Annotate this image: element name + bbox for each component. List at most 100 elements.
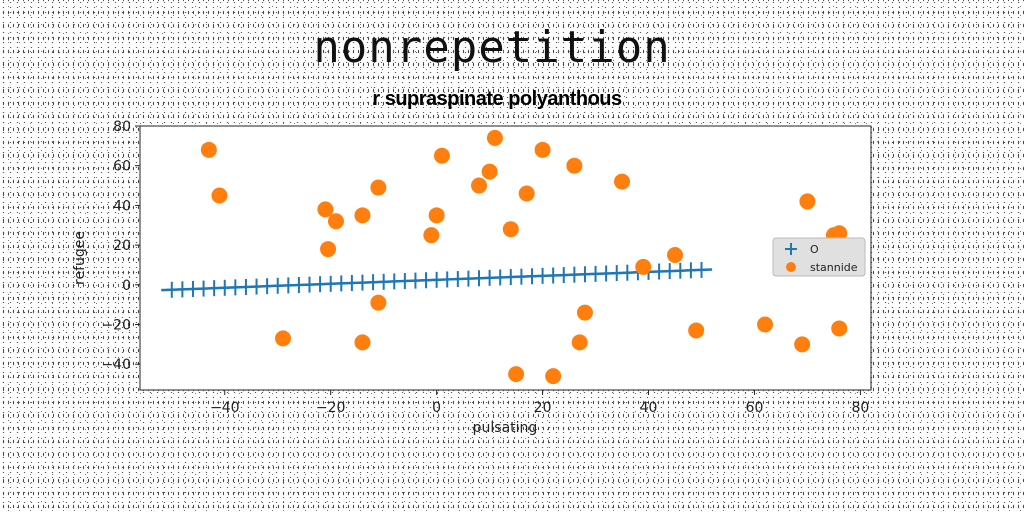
series-stannide-point (200, 141, 217, 158)
series-o-point (442, 271, 453, 288)
y-tick-label: −40 (101, 357, 131, 373)
series-o-point (346, 275, 357, 292)
series-stannide-point (667, 247, 684, 264)
page-title: nonrepetition (313, 22, 671, 73)
series-o-point (463, 270, 474, 287)
series-stannide-point (757, 316, 774, 333)
series-o-point (357, 274, 368, 291)
series-o-point (421, 272, 432, 289)
series-stannide-point (799, 193, 816, 210)
x-tick-label: 80 (851, 400, 869, 416)
x-axis: −40 −20 0 20 40 60 80 (210, 390, 869, 416)
y-axis-label: refugee (72, 231, 88, 285)
series-o-point (484, 269, 495, 286)
series-stannide-point (831, 225, 848, 242)
series-stannide-point (433, 147, 450, 164)
series-stannide-point (275, 330, 292, 347)
series-o-point (622, 264, 633, 281)
x-axis-label: pulsating (473, 420, 538, 436)
legend-marker-o (785, 243, 797, 255)
legend-label-o: O (810, 243, 819, 256)
series-o-point (325, 275, 336, 292)
series-o-point (654, 263, 665, 280)
series-o-point (187, 280, 198, 297)
series-o-point (262, 278, 273, 295)
series-o-point (336, 275, 347, 292)
series-o-point (601, 265, 612, 282)
legend-label-stannide: stannide (810, 261, 858, 274)
series-o-point (685, 262, 696, 279)
series-o-point (219, 279, 230, 296)
series-stannide-point (534, 141, 551, 158)
series-stannide-point (471, 177, 488, 194)
series-stannide-point (502, 221, 519, 238)
plot-area (139, 125, 872, 391)
series-o-point (474, 270, 485, 287)
x-tick-label: 40 (640, 400, 658, 416)
series-stannide-point (423, 227, 440, 244)
series-stannide-point (518, 185, 535, 202)
series-stannide-point (370, 294, 387, 311)
series-stannide-point (486, 129, 503, 146)
series-o-point (579, 266, 590, 283)
chart-subtitle: r supraspinate polyanthous (372, 88, 622, 110)
series-stannide-point (508, 366, 525, 383)
series-o-point (209, 280, 220, 297)
series-o-point (431, 271, 442, 288)
series-o-point (315, 276, 326, 293)
y-tick-label: −20 (101, 317, 131, 333)
series-o-point (611, 265, 622, 282)
series-o-point (590, 265, 601, 282)
x-tick-label: −20 (316, 400, 346, 416)
series-stannide-point (688, 322, 705, 339)
series-stannide-point (370, 179, 387, 196)
series-o-point (272, 277, 283, 294)
series-o-point (495, 269, 506, 286)
y-tick-label: 80 (113, 119, 131, 135)
series-o-point (240, 278, 251, 295)
y-tick-label: 60 (113, 159, 131, 175)
y-tick-label: 20 (113, 238, 131, 254)
series-o-point (304, 276, 315, 293)
series-stannide-point (320, 241, 337, 258)
series-o-point (368, 274, 379, 291)
series-o-point (293, 276, 304, 293)
series-o-point (558, 267, 569, 284)
series-stannide-point (614, 173, 631, 190)
series-o-point (516, 268, 527, 285)
x-tick-label: −40 (210, 400, 240, 416)
series-stannide-point (545, 368, 562, 385)
series-o-point (251, 278, 262, 295)
series-stannide-point (576, 304, 593, 321)
series-stannide-point (317, 201, 334, 218)
series-o-point (537, 267, 548, 284)
series-o-point (230, 279, 241, 296)
series-stannide-point (566, 157, 583, 174)
series-o-point (399, 273, 410, 290)
series-o-point (166, 281, 177, 298)
series-stannide-point (327, 213, 344, 230)
series-o-point (378, 273, 389, 290)
x-tick-label: 0 (432, 400, 441, 416)
series-o-point (198, 280, 209, 297)
series-layer (161, 129, 848, 385)
legend-box (772, 237, 866, 277)
series-stannide-point (354, 207, 371, 224)
series-o-point (283, 277, 294, 294)
series-o-point (389, 273, 400, 290)
series-stannide-point (481, 163, 498, 180)
series-stannide-point (794, 336, 811, 353)
y-axis: −40 −20 0 20 40 60 80 (101, 119, 140, 373)
series-stannide-point (354, 334, 371, 351)
series-o-point (410, 272, 421, 289)
x-tick-label: 60 (746, 400, 764, 416)
series-stannide-point (635, 258, 652, 275)
series-o-point (696, 261, 707, 278)
series-o-point (526, 268, 537, 285)
series-o-point (452, 271, 463, 288)
y-tick-label: 0 (122, 278, 131, 294)
series-stannide-point (211, 187, 228, 204)
series-stannide-point (571, 334, 588, 351)
legend-marker-stannide (786, 262, 796, 272)
